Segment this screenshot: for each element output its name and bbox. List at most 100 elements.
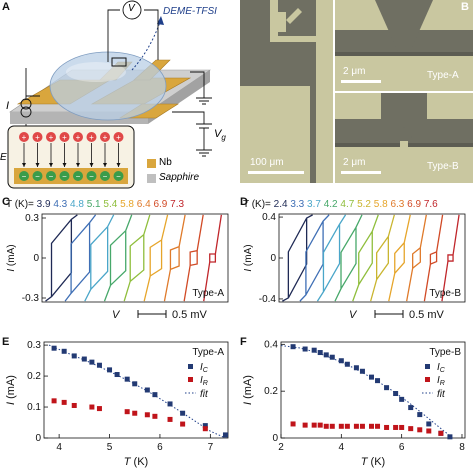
cation-sign-3: + [62, 133, 67, 142]
device-schematic: + − + − + − + − + − + − + − + − [7, 0, 212, 189]
sem-type-b-base [335, 145, 473, 183]
ic-point-5 [329, 354, 335, 360]
scalebar-a [341, 80, 381, 83]
ic-point-8 [353, 365, 359, 371]
cation-7 [113, 132, 124, 142]
legend-ic-marker [425, 364, 430, 369]
cation-0 [19, 132, 29, 142]
panel-letter-d: D [240, 196, 248, 208]
scale-bar-label: 0.5 mV [172, 309, 208, 321]
legend-fit-label: fit [437, 389, 446, 400]
y-tick-label-1: 0 [33, 253, 39, 264]
y-axis-label: I (mA) [6, 244, 17, 271]
iv-curve-2 [316, 214, 347, 302]
electron-2 [46, 171, 56, 181]
sem-type-a-constriction [375, 0, 433, 54]
type-b-label: Type-B [427, 161, 459, 172]
ir-point-11 [202, 426, 208, 432]
electron-7 [113, 171, 124, 181]
ir-point-15 [408, 426, 414, 432]
liquid-label: DEME-TFSI [163, 6, 217, 17]
iv-curve-7 [406, 214, 427, 302]
ic-point-5 [96, 362, 102, 368]
ir-point-9 [167, 416, 173, 422]
liquid-arrowhead [157, 16, 164, 25]
panel-letter-b: B [461, 1, 469, 13]
ir-point-0 [51, 398, 57, 404]
iv-curves-type-b: T (K)= 2.4 3.3 3.7 4.2 4.7 5.2 5.8 6.3 6… [243, 199, 466, 321]
y-tick-label-2: 0.2 [27, 371, 41, 382]
electron-sign-6: − [103, 172, 108, 181]
legend-ir-label: IR [200, 375, 208, 387]
field-arrow-6 [103, 163, 107, 167]
temp-label-4: 5.4 [103, 199, 120, 210]
ic-point-6 [338, 358, 344, 364]
ir-point-4 [96, 406, 102, 412]
electron-sign-7: − [116, 172, 121, 181]
ir-point-10 [368, 423, 374, 429]
sem-type-a: 2 μm Type-A B [335, 0, 473, 91]
ir-point-4 [323, 423, 329, 429]
ic-point-10 [144, 387, 150, 393]
fit-line [48, 344, 226, 439]
ir-point-13 [393, 424, 399, 430]
ir-point-8 [353, 423, 359, 429]
y-axis-symbol: I [5, 399, 17, 405]
x-tick-label-1: 5 [107, 442, 113, 453]
ic-point-16 [417, 412, 423, 418]
legend-ic-marker [188, 364, 193, 369]
ir-point-11 [375, 423, 381, 429]
ic-point-0 [51, 345, 57, 351]
panel-letter-a: A [2, 1, 10, 13]
y-tick-label-0: 0.4 [262, 212, 276, 223]
cation-sign-2: + [49, 133, 54, 142]
current-source-label: I [6, 100, 10, 112]
sem-overview-pad-right [316, 0, 333, 183]
type-label: Type-A [192, 288, 224, 299]
y-tick-label-2: -0.4 [259, 294, 277, 305]
electron-0 [19, 171, 29, 181]
temp-prefix: T (K)= [6, 199, 37, 210]
ic-point-12 [384, 385, 390, 391]
legend-ic-label: IC [437, 362, 446, 374]
junction-box [111, 57, 127, 67]
iv-curve-1 [64, 214, 97, 302]
y-axis-label: I (mA) [242, 375, 254, 405]
field-arrow-0 [22, 163, 26, 167]
ic-point-14 [399, 396, 405, 402]
sem-overview-graphic [240, 0, 333, 183]
type-label: Type-A [192, 347, 224, 358]
temp-label-8: 7.3 [170, 199, 184, 210]
scalebar-large [248, 171, 304, 174]
cation-5 [86, 132, 97, 142]
legend-ic-label: IC [200, 362, 209, 374]
iv-curve-0 [45, 214, 78, 302]
legend-ir-sub: R [203, 380, 208, 387]
iv-curve-6 [163, 214, 186, 302]
sem-type-b: 2 μm Type-B [335, 93, 473, 183]
ic-point-4 [89, 359, 95, 365]
temp-label-0: 3.9 [37, 199, 54, 210]
electron-3 [59, 171, 70, 181]
plot-frame [43, 341, 229, 439]
ir-point-16 [417, 427, 423, 433]
sem-overview: 100 μm [240, 0, 333, 183]
x-axis-label: V [112, 309, 121, 321]
sem-overview-lead-top [270, 0, 278, 40]
temp-label-5: 5.8 [120, 199, 137, 210]
sem-overview-lead-corner [278, 12, 286, 32]
ic-point-6 [107, 367, 113, 373]
iv-curve-4 [123, 214, 151, 302]
iv-curve-1 [299, 214, 330, 302]
temp-label-4: 4.7 [340, 199, 357, 210]
legend-ic-sub: C [203, 367, 209, 374]
temp-label-6: 5.8 [374, 199, 391, 210]
cation-3 [59, 132, 70, 142]
type-a-label: Type-A [427, 70, 459, 81]
ir-point-6 [132, 410, 138, 416]
iv-curve-0 [282, 214, 313, 302]
ir-point-6 [338, 423, 344, 429]
x-axis-label: T (K) [124, 456, 148, 468]
cation-sign-4: + [76, 133, 81, 142]
sapphire-legend-swatch [147, 174, 156, 183]
